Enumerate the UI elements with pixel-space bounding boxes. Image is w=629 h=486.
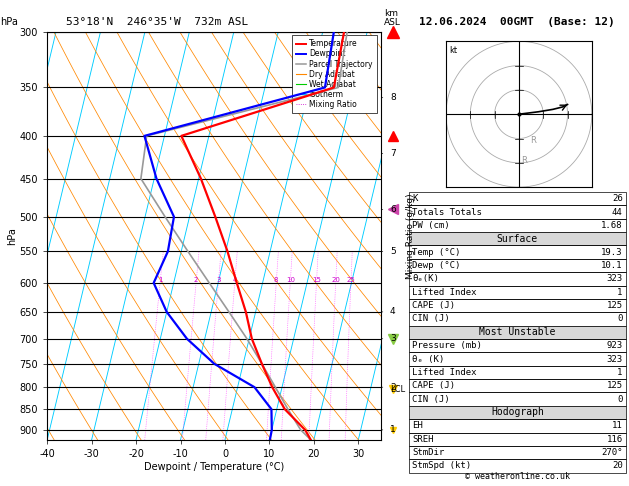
Text: K: K: [412, 194, 418, 203]
Text: Pressure (mb): Pressure (mb): [412, 341, 482, 350]
Text: 20: 20: [331, 277, 340, 283]
Text: Lifted Index: Lifted Index: [412, 288, 477, 297]
Text: 10: 10: [286, 277, 295, 283]
Text: 8: 8: [274, 277, 279, 283]
Text: Totals Totals: Totals Totals: [412, 208, 482, 217]
Text: 0: 0: [617, 314, 623, 324]
Text: kt: kt: [449, 46, 457, 55]
Text: 270°: 270°: [601, 448, 623, 457]
Y-axis label: hPa: hPa: [7, 227, 17, 244]
Text: 1: 1: [617, 368, 623, 377]
Text: Most Unstable: Most Unstable: [479, 327, 555, 337]
Text: 8: 8: [390, 93, 396, 102]
Text: Lifted Index: Lifted Index: [412, 368, 477, 377]
Text: LCL: LCL: [390, 385, 405, 394]
Text: 923: 923: [606, 341, 623, 350]
Text: 323: 323: [606, 354, 623, 364]
Text: θₑ(K): θₑ(K): [412, 274, 439, 283]
Text: 2: 2: [390, 382, 396, 392]
Text: © weatheronline.co.uk: © weatheronline.co.uk: [465, 472, 570, 481]
X-axis label: Dewpoint / Temperature (°C): Dewpoint / Temperature (°C): [144, 462, 284, 471]
Text: CAPE (J): CAPE (J): [412, 301, 455, 310]
Text: 1: 1: [617, 288, 623, 297]
Text: Temp (°C): Temp (°C): [412, 247, 460, 257]
Text: PW (cm): PW (cm): [412, 221, 450, 230]
Text: SREH: SREH: [412, 434, 433, 444]
Text: 4: 4: [233, 277, 237, 283]
Text: 44: 44: [612, 208, 623, 217]
Text: 4: 4: [390, 308, 396, 316]
Text: 25: 25: [347, 277, 355, 283]
Text: 125: 125: [606, 301, 623, 310]
Text: CIN (J): CIN (J): [412, 314, 450, 324]
Text: 3: 3: [216, 277, 221, 283]
Text: 26: 26: [612, 194, 623, 203]
Text: 20: 20: [612, 461, 623, 470]
Text: 1: 1: [390, 425, 396, 434]
Text: 3: 3: [390, 334, 396, 343]
Text: 125: 125: [606, 381, 623, 390]
Text: 5: 5: [390, 247, 396, 256]
Text: Mixing Ratio (g/kg): Mixing Ratio (g/kg): [406, 193, 415, 278]
Text: StmDir: StmDir: [412, 448, 444, 457]
Text: 53°18'N  246°35'W  732m ASL: 53°18'N 246°35'W 732m ASL: [66, 17, 248, 27]
Text: 2: 2: [194, 277, 198, 283]
Legend: Temperature, Dewpoint, Parcel Trajectory, Dry Adiabat, Wet Adiabat, Isotherm, Mi: Temperature, Dewpoint, Parcel Trajectory…: [292, 35, 377, 113]
Text: 7: 7: [390, 149, 396, 158]
Text: hPa: hPa: [0, 17, 18, 27]
Text: 11: 11: [612, 421, 623, 431]
Text: km
ASL: km ASL: [384, 9, 401, 27]
Text: CAPE (J): CAPE (J): [412, 381, 455, 390]
Text: 0: 0: [617, 395, 623, 404]
Text: StmSpd (kt): StmSpd (kt): [412, 461, 471, 470]
Text: Surface: Surface: [497, 234, 538, 244]
Text: 10.1: 10.1: [601, 261, 623, 270]
Text: EH: EH: [412, 421, 423, 431]
Text: CIN (J): CIN (J): [412, 395, 450, 404]
Text: 12.06.2024  00GMT  (Base: 12): 12.06.2024 00GMT (Base: 12): [420, 17, 615, 27]
Text: 15: 15: [312, 277, 321, 283]
Text: R: R: [521, 156, 526, 165]
Text: Hodograph: Hodograph: [491, 407, 544, 417]
Text: 116: 116: [606, 434, 623, 444]
Text: 1.68: 1.68: [601, 221, 623, 230]
Text: 6: 6: [390, 205, 396, 214]
Text: 19.3: 19.3: [601, 247, 623, 257]
Text: Dewp (°C): Dewp (°C): [412, 261, 460, 270]
Text: 1: 1: [158, 277, 162, 283]
Text: 323: 323: [606, 274, 623, 283]
Text: R: R: [531, 137, 537, 145]
Text: θₑ (K): θₑ (K): [412, 354, 444, 364]
